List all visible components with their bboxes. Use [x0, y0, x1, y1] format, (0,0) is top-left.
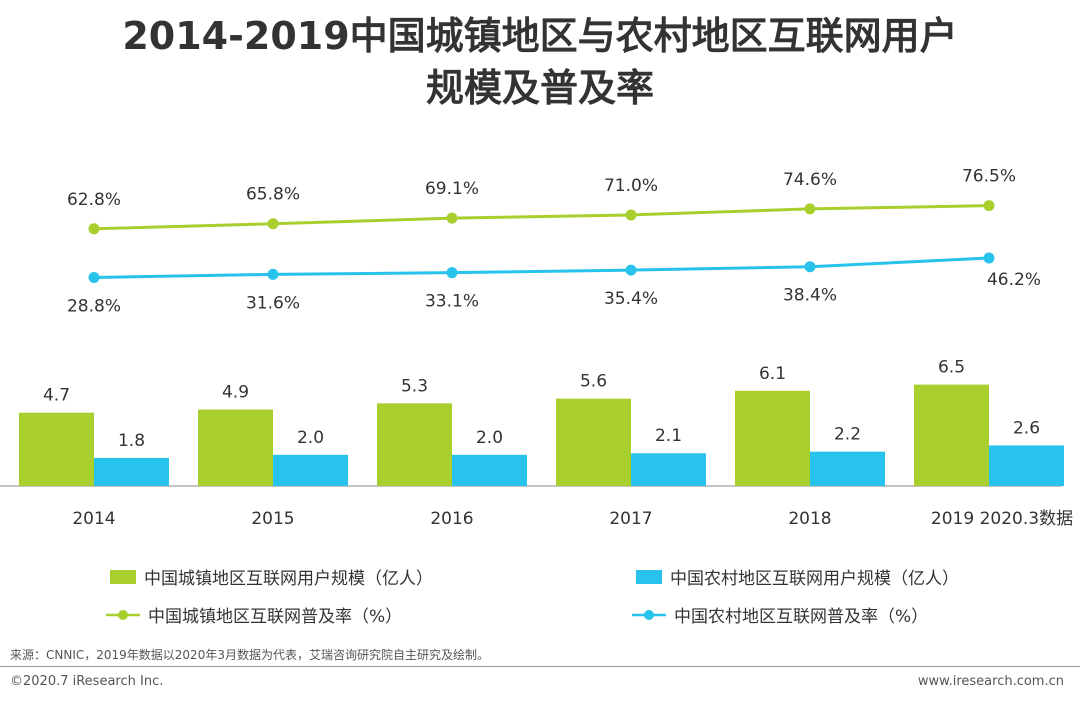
- data-label-urban-rate-4: 74.6%: [783, 170, 837, 190]
- data-label-urban-rate-3: 71.0%: [604, 176, 658, 196]
- source-note: 来源：CNNIC，2019年数据以2020年3月数据为代表，艾瑞咨询研究院自主研…: [10, 648, 489, 662]
- point-rural-rate-4: [804, 261, 816, 273]
- point-urban-rate-5: [983, 200, 995, 212]
- legend-swatch-rural-users: [636, 569, 662, 584]
- legend-label-urban-rate: 中国城镇地区互联网普及率（%）: [148, 607, 403, 627]
- data-label-urban-rate-5: 76.5%: [962, 167, 1016, 187]
- data-label-urban-rate-1: 65.8%: [246, 185, 300, 205]
- data-label-urban-rate-0: 62.8%: [67, 190, 121, 210]
- footer-divider: [0, 666, 1080, 667]
- bar-rural-users-1: [273, 454, 348, 486]
- data-label-rural-rate-2: 33.1%: [425, 292, 479, 312]
- point-urban-rate-3: [625, 209, 637, 221]
- data-label-urban-users-3: 5.6: [580, 372, 607, 392]
- point-urban-rate-1: [267, 218, 279, 230]
- data-label-rural-users-5: 2.6: [1013, 418, 1040, 438]
- legend-swatch-rural-rate: [632, 609, 666, 620]
- data-label-rural-users-4: 2.2: [834, 425, 861, 445]
- data-label-urban-users-5: 6.5: [938, 358, 965, 378]
- point-rural-rate-1: [267, 268, 279, 280]
- legend-urban-rate: 中国城镇地区互联网普及率（%）: [106, 602, 402, 627]
- x-tick-label-1: 2015: [251, 509, 294, 529]
- legend-label-urban-users: 中国城镇地区互联网用户规模（亿人）: [144, 569, 433, 589]
- chart-title-line1: 2014-2019中国城镇地区与农村地区互联网用户: [122, 14, 958, 58]
- data-label-urban-users-4: 6.1: [759, 364, 786, 384]
- data-label-rural-users-2: 2.0: [476, 428, 503, 448]
- data-label-urban-rate-2: 69.1%: [425, 179, 479, 199]
- legend-urban-users: 中国城镇地区互联网用户规模（亿人）: [110, 564, 433, 589]
- website-link[interactable]: www.iresearch.com.cn: [917, 674, 1064, 689]
- bar-rural-users-4: [810, 451, 885, 486]
- bar-urban-users-0: [19, 412, 94, 486]
- line-rural-rate: [93, 256, 990, 279]
- point-rural-rate-2: [446, 267, 458, 279]
- legend-swatch-urban-users: [110, 569, 136, 584]
- data-label-rural-rate-1: 31.6%: [246, 293, 300, 313]
- bar-rural-users-3: [631, 453, 706, 486]
- x-tick-label-5: 2019 2020.3数据: [931, 509, 1073, 529]
- bar-urban-users-2: [377, 403, 452, 486]
- point-urban-rate-0: [88, 223, 100, 235]
- data-label-urban-users-0: 4.7: [43, 386, 70, 406]
- data-label-rural-rate-4: 38.4%: [783, 286, 837, 306]
- point-rural-rate-0: [88, 272, 100, 283]
- line-urban-rate: [93, 204, 990, 231]
- bar-rural-users-5: [989, 445, 1064, 486]
- x-tick-label-4: 2018: [788, 509, 831, 529]
- chart-svg: 4.7 1.8 2014 4.9 2.0 2015 5.3 2.0 2016 5.6 2.1 2017…: [0, 167, 1073, 529]
- copyright: ©2020.7 iResearch Inc.: [10, 674, 164, 689]
- x-tick-label-2: 2016: [430, 509, 473, 529]
- data-label-rural-users-0: 1.8: [118, 431, 145, 451]
- data-label-urban-users-2: 5.3: [401, 376, 428, 396]
- data-label-urban-users-1: 4.9: [222, 383, 249, 403]
- data-label-rural-rate-5: 46.2%: [987, 270, 1041, 290]
- point-urban-rate-2: [446, 212, 458, 224]
- x-tick-label-3: 2017: [609, 509, 652, 529]
- legend-label-rural-rate: 中国农村地区互联网普及率（%）: [674, 607, 929, 627]
- point-rural-rate-5: [983, 252, 995, 264]
- chart-title-line2: 规模及普及率: [425, 66, 654, 110]
- bar-urban-users-5: [914, 384, 989, 486]
- data-label-rural-users-3: 2.1: [655, 426, 682, 446]
- legend-label-rural-users: 中国农村地区互联网用户规模（亿人）: [670, 569, 959, 589]
- legend-rural-users: 中国农村地区互联网用户规模（亿人）: [636, 564, 959, 589]
- bar-urban-users-3: [556, 398, 631, 486]
- point-rural-rate-3: [625, 264, 637, 276]
- bar-urban-users-1: [198, 409, 273, 486]
- legend-rural-rate: 中国农村地区互联网普及率（%）: [632, 602, 928, 627]
- data-label-rural-rate-3: 35.4%: [604, 289, 658, 309]
- x-tick-label-0: 2014: [72, 509, 115, 529]
- data-label-rural-users-1: 2.0: [297, 428, 324, 448]
- bar-rural-users-2: [452, 454, 527, 486]
- point-urban-rate-4: [804, 203, 816, 215]
- bar-urban-users-4: [735, 390, 810, 486]
- legend-swatch-urban-rate: [106, 609, 140, 620]
- data-label-rural-rate-0: 28.8%: [67, 297, 121, 317]
- bar-rural-users-0: [94, 457, 169, 486]
